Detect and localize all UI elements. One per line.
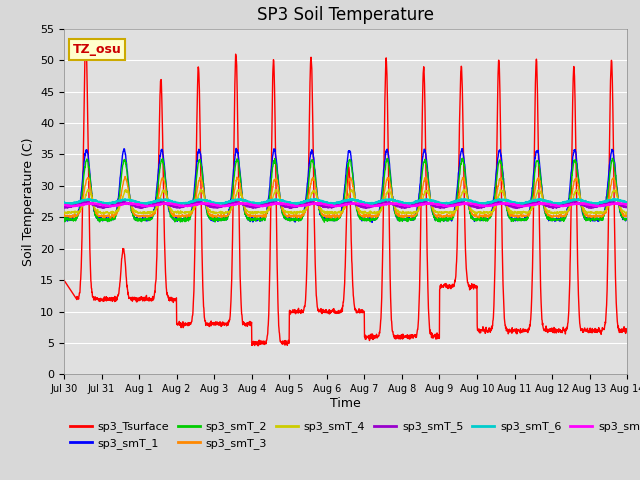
sp3_smT_5 [60,204,68,210]
sp3_smT_7 [362,202,370,208]
sp3_smT_6 [374,199,382,205]
sp3_smT_6 [574,197,582,203]
sp3_smT_6 [623,200,631,205]
sp3_smT_2 [362,216,370,222]
sp3_smT_3 [218,213,225,218]
sp3_smT_7 [574,201,582,206]
sp3_smT_2 [589,216,597,222]
sp3_smT_7 [374,203,382,209]
sp3_smT_1 [217,216,225,222]
sp3_Tsurface [218,324,225,329]
sp3_smT_3 [121,174,129,180]
sp3_smT_2 [510,216,518,222]
sp3_smT_6 [510,200,518,205]
sp3_smT_7 [60,202,68,208]
sp3_smT_4 [510,210,518,216]
Line: sp3_smT_2: sp3_smT_2 [64,158,627,222]
sp3_smT_2 [623,217,631,223]
sp3_smT_4 [362,210,370,216]
sp3_smT_2 [217,216,225,222]
sp3_smT_4 [574,189,582,195]
sp3_smT_1 [589,216,597,222]
sp3_smT_6 [362,200,370,206]
sp3_smT_2 [321,219,328,225]
sp3_smT_4 [385,186,393,192]
sp3_Tsurface [82,39,90,45]
sp3_smT_4 [408,212,415,217]
sp3_Tsurface [375,333,383,338]
sp3_smT_1 [375,211,383,216]
Line: sp3_smT_5: sp3_smT_5 [64,201,627,208]
sp3_smT_1 [362,216,370,222]
Line: sp3_Tsurface: sp3_Tsurface [64,42,627,346]
X-axis label: Time: Time [330,397,361,410]
sp3_Tsurface [60,277,68,283]
Line: sp3_smT_7: sp3_smT_7 [64,203,627,206]
sp3_smT_3 [327,215,335,221]
sp3_smT_3 [574,181,582,187]
sp3_smT_3 [589,214,597,219]
Title: SP3 Soil Temperature: SP3 Soil Temperature [257,6,434,24]
sp3_smT_7 [589,203,597,208]
sp3_smT_2 [374,213,382,219]
sp3_smT_6 [480,202,488,207]
Y-axis label: Soil Temperature (C): Soil Temperature (C) [22,137,35,266]
sp3_smT_3 [362,211,370,217]
Line: sp3_smT_1: sp3_smT_1 [64,148,627,222]
sp3_smT_4 [374,209,382,215]
sp3_Tsurface [589,327,597,333]
Line: sp3_smT_4: sp3_smT_4 [64,189,627,215]
sp3_smT_1 [60,216,68,221]
sp3_smT_4 [589,209,597,215]
Line: sp3_smT_3: sp3_smT_3 [64,177,627,218]
sp3_smT_5 [420,198,428,204]
sp3_smT_5 [374,200,382,206]
sp3_smT_5 [574,200,582,206]
sp3_smT_5 [510,204,518,210]
sp3_smT_3 [510,212,518,218]
sp3_smT_6 [348,196,355,202]
sp3_smT_3 [60,213,68,218]
sp3_smT_4 [217,209,225,215]
sp3_smT_1 [232,145,240,151]
sp3_smT_5 [623,204,631,210]
sp3_Tsurface [623,329,631,335]
sp3_smT_3 [375,211,383,216]
sp3_Tsurface [254,343,262,348]
Text: TZ_osu: TZ_osu [72,43,121,56]
Legend: sp3_Tsurface, sp3_smT_1, sp3_smT_2, sp3_smT_3, sp3_smT_4, sp3_smT_5, sp3_smT_6, : sp3_Tsurface, sp3_smT_1, sp3_smT_2, sp3_… [70,421,640,449]
sp3_smT_2 [574,172,582,178]
sp3_smT_7 [623,202,631,207]
sp3_Tsurface [574,272,582,277]
sp3_smT_7 [217,203,225,209]
sp3_smT_2 [60,217,68,223]
sp3_smT_1 [368,219,376,225]
sp3_smT_1 [623,216,631,221]
sp3_smT_1 [510,216,518,221]
sp3_smT_4 [623,210,631,216]
sp3_smT_5 [362,204,370,210]
sp3_smT_4 [60,210,68,216]
sp3_Tsurface [510,327,518,333]
sp3_Tsurface [362,336,370,342]
sp3_smT_5 [589,204,597,209]
sp3_smT_5 [287,205,294,211]
sp3_smT_3 [623,214,631,220]
sp3_smT_7 [255,204,263,209]
sp3_smT_6 [60,200,68,206]
sp3_smT_7 [509,202,517,207]
sp3_smT_7 [538,200,546,206]
sp3_smT_1 [574,171,582,177]
Line: sp3_smT_6: sp3_smT_6 [64,199,627,204]
sp3_smT_6 [589,201,597,206]
sp3_smT_5 [217,204,225,209]
sp3_smT_6 [217,201,225,206]
sp3_smT_2 [459,156,467,161]
